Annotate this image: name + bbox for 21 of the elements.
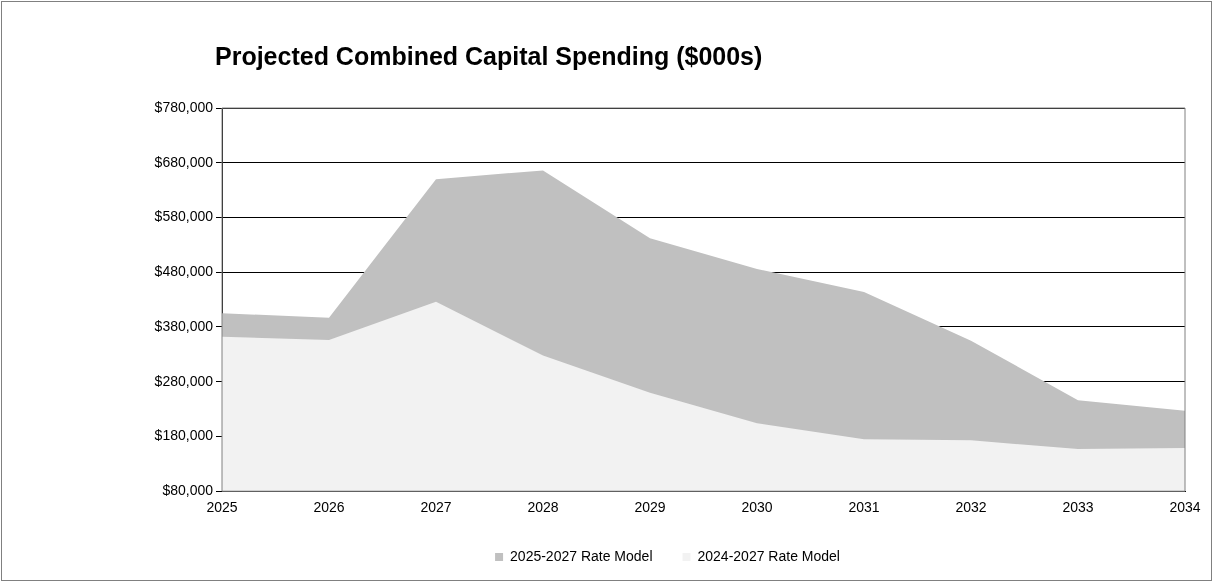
x-tick-label: 2027 [420, 499, 452, 516]
x-tick-label: 2034 [1169, 499, 1201, 516]
y-tick-label: $780,000 [154, 98, 214, 115]
legend-label: 2024-2027 Rate Model [697, 547, 840, 564]
y-tick-label: $580,000 [154, 208, 214, 225]
y-tick-label: $480,000 [154, 263, 214, 280]
legend-label: 2025-2027 Rate Model [510, 547, 653, 564]
y-tick-label: $280,000 [154, 372, 214, 389]
x-tick-label: 2028 [527, 499, 559, 516]
x-tick-label: 2032 [955, 499, 987, 516]
x-tick-label: 2033 [1062, 499, 1094, 516]
x-tick-label: 2026 [313, 499, 345, 516]
y-tick-label: $380,000 [154, 317, 214, 334]
x-tick-label: 2030 [741, 499, 773, 516]
chart-title: Projected Combined Capital Spending ($000s) [215, 42, 763, 71]
x-tick-label: 2029 [634, 499, 666, 516]
x-tick-label: 2025 [206, 499, 238, 516]
x-tick-label: 2031 [848, 499, 880, 516]
y-tick-label: $80,000 [162, 482, 214, 499]
y-tick-label: $180,000 [154, 427, 214, 444]
y-tick-label: $680,000 [154, 153, 214, 170]
